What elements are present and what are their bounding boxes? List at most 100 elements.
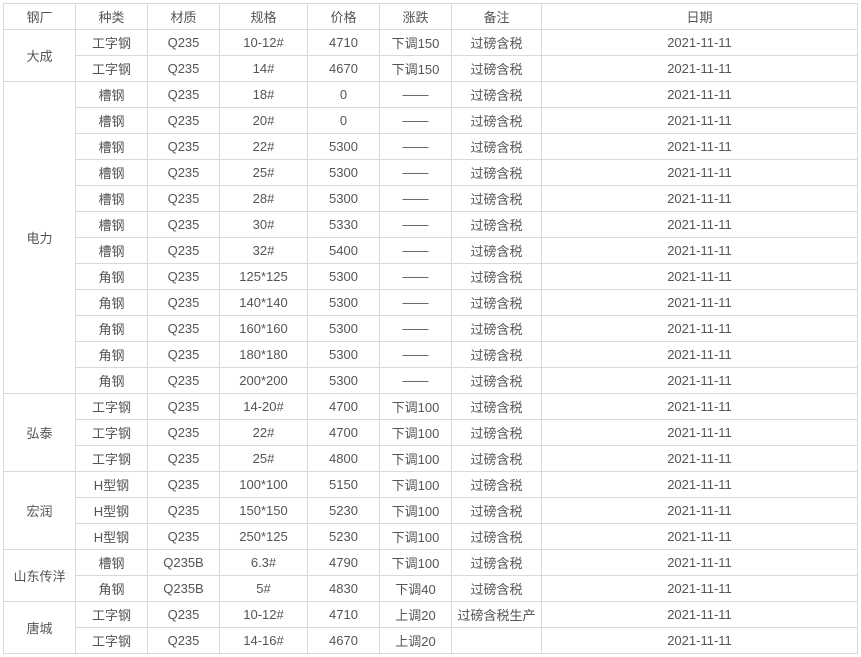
cell-note: 过磅含税 [452, 342, 542, 368]
cell-material: Q235 [148, 342, 220, 368]
cell-spec: 6.3# [220, 550, 308, 576]
cell-note: 过磅含税 [452, 316, 542, 342]
cell-price: 5230 [308, 524, 380, 550]
cell-price: 4710 [308, 30, 380, 56]
cell-change: 下调100 [380, 420, 452, 446]
col-header-5: 涨跌 [380, 4, 452, 30]
cell-date: 2021-11-11 [542, 420, 858, 446]
table-row: 工字钢Q23525#4800下调100过磅含税2021-11-11 [4, 446, 858, 472]
cell-type: 槽钢 [76, 186, 148, 212]
cell-date: 2021-11-11 [542, 576, 858, 602]
cell-price: 5300 [308, 186, 380, 212]
cell-price: 5300 [308, 160, 380, 186]
table-row: 角钢Q235160*1605300——过磅含税2021-11-11 [4, 316, 858, 342]
table-row: 工字钢Q23514#4670下调150过磅含税2021-11-11 [4, 56, 858, 82]
cell-spec: 25# [220, 446, 308, 472]
cell-type: 工字钢 [76, 30, 148, 56]
cell-material: Q235 [148, 420, 220, 446]
cell-date: 2021-11-11 [542, 394, 858, 420]
table-row: 工字钢Q23522#4700下调100过磅含税2021-11-11 [4, 420, 858, 446]
cell-change: —— [380, 186, 452, 212]
cell-spec: 18# [220, 82, 308, 108]
cell-material: Q235B [148, 576, 220, 602]
cell-note: 过磅含税 [452, 550, 542, 576]
table-row: H型钢Q235150*1505230下调100过磅含税2021-11-11 [4, 498, 858, 524]
cell-spec: 14# [220, 56, 308, 82]
cell-note: 过磅含税 [452, 186, 542, 212]
cell-spec: 30# [220, 212, 308, 238]
cell-type: 工字钢 [76, 394, 148, 420]
cell-material: Q235 [148, 498, 220, 524]
cell-spec: 100*100 [220, 472, 308, 498]
cell-price: 5300 [308, 134, 380, 160]
cell-date: 2021-11-11 [542, 108, 858, 134]
cell-note: 过磅含税 [452, 134, 542, 160]
cell-note: 过磅含税 [452, 56, 542, 82]
cell-spec: 160*160 [220, 316, 308, 342]
table-row: 角钢Q235B5#4830下调40过磅含税2021-11-11 [4, 576, 858, 602]
cell-type: 工字钢 [76, 420, 148, 446]
table-row: 工字钢Q23514-16#4670上调202021-11-11 [4, 628, 858, 654]
cell-spec: 250*125 [220, 524, 308, 550]
cell-material: Q235 [148, 628, 220, 654]
cell-material: Q235 [148, 134, 220, 160]
cell-type: 工字钢 [76, 446, 148, 472]
cell-note: 过磅含税 [452, 446, 542, 472]
cell-change: 下调100 [380, 524, 452, 550]
cell-price: 5150 [308, 472, 380, 498]
cell-change: 下调40 [380, 576, 452, 602]
cell-note: 过磅含税 [452, 576, 542, 602]
cell-type: 槽钢 [76, 134, 148, 160]
cell-date: 2021-11-11 [542, 56, 858, 82]
cell-note: 过磅含税 [452, 264, 542, 290]
table-row: 宏润H型钢Q235100*1005150下调100过磅含税2021-11-11 [4, 472, 858, 498]
cell-change: —— [380, 160, 452, 186]
cell-date: 2021-11-11 [542, 134, 858, 160]
cell-type: H型钢 [76, 472, 148, 498]
cell-note: 过磅含税 [452, 82, 542, 108]
cell-factory: 山东传洋 [4, 550, 76, 602]
cell-date: 2021-11-11 [542, 316, 858, 342]
cell-change: —— [380, 108, 452, 134]
cell-change: 下调100 [380, 550, 452, 576]
cell-price: 0 [308, 108, 380, 134]
table-row: 弘泰工字钢Q23514-20#4700下调100过磅含税2021-11-11 [4, 394, 858, 420]
cell-price: 4790 [308, 550, 380, 576]
cell-type: 角钢 [76, 342, 148, 368]
cell-change: —— [380, 342, 452, 368]
cell-date: 2021-11-11 [542, 82, 858, 108]
cell-price: 4700 [308, 420, 380, 446]
cell-type: 槽钢 [76, 82, 148, 108]
table-row: 槽钢Q23520#0——过磅含税2021-11-11 [4, 108, 858, 134]
cell-material: Q235 [148, 472, 220, 498]
cell-note: 过磅含税 [452, 368, 542, 394]
cell-spec: 180*180 [220, 342, 308, 368]
cell-material: Q235B [148, 550, 220, 576]
cell-price: 4830 [308, 576, 380, 602]
cell-change: 上调20 [380, 602, 452, 628]
cell-factory: 宏润 [4, 472, 76, 550]
cell-material: Q235 [148, 108, 220, 134]
table-row: 槽钢Q23532#5400——过磅含税2021-11-11 [4, 238, 858, 264]
cell-price: 5330 [308, 212, 380, 238]
cell-type: 槽钢 [76, 108, 148, 134]
cell-change: 下调100 [380, 498, 452, 524]
col-header-1: 种类 [76, 4, 148, 30]
table-header-row: 钢厂种类材质规格价格涨跌备注日期 [4, 4, 858, 30]
cell-change: —— [380, 264, 452, 290]
table-row: 槽钢Q23530#5330——过磅含税2021-11-11 [4, 212, 858, 238]
cell-type: 角钢 [76, 316, 148, 342]
cell-note: 过磅含税 [452, 420, 542, 446]
cell-spec: 22# [220, 420, 308, 446]
cell-factory: 电力 [4, 82, 76, 394]
cell-date: 2021-11-11 [542, 30, 858, 56]
col-header-2: 材质 [148, 4, 220, 30]
cell-price: 4700 [308, 394, 380, 420]
cell-date: 2021-11-11 [542, 550, 858, 576]
cell-material: Q235 [148, 524, 220, 550]
table-row: 唐城工字钢Q23510-12#4710上调20过磅含税生产2021-11-11 [4, 602, 858, 628]
cell-change: 下调150 [380, 30, 452, 56]
cell-date: 2021-11-11 [542, 602, 858, 628]
cell-date: 2021-11-11 [542, 368, 858, 394]
cell-note: 过磅含税 [452, 212, 542, 238]
